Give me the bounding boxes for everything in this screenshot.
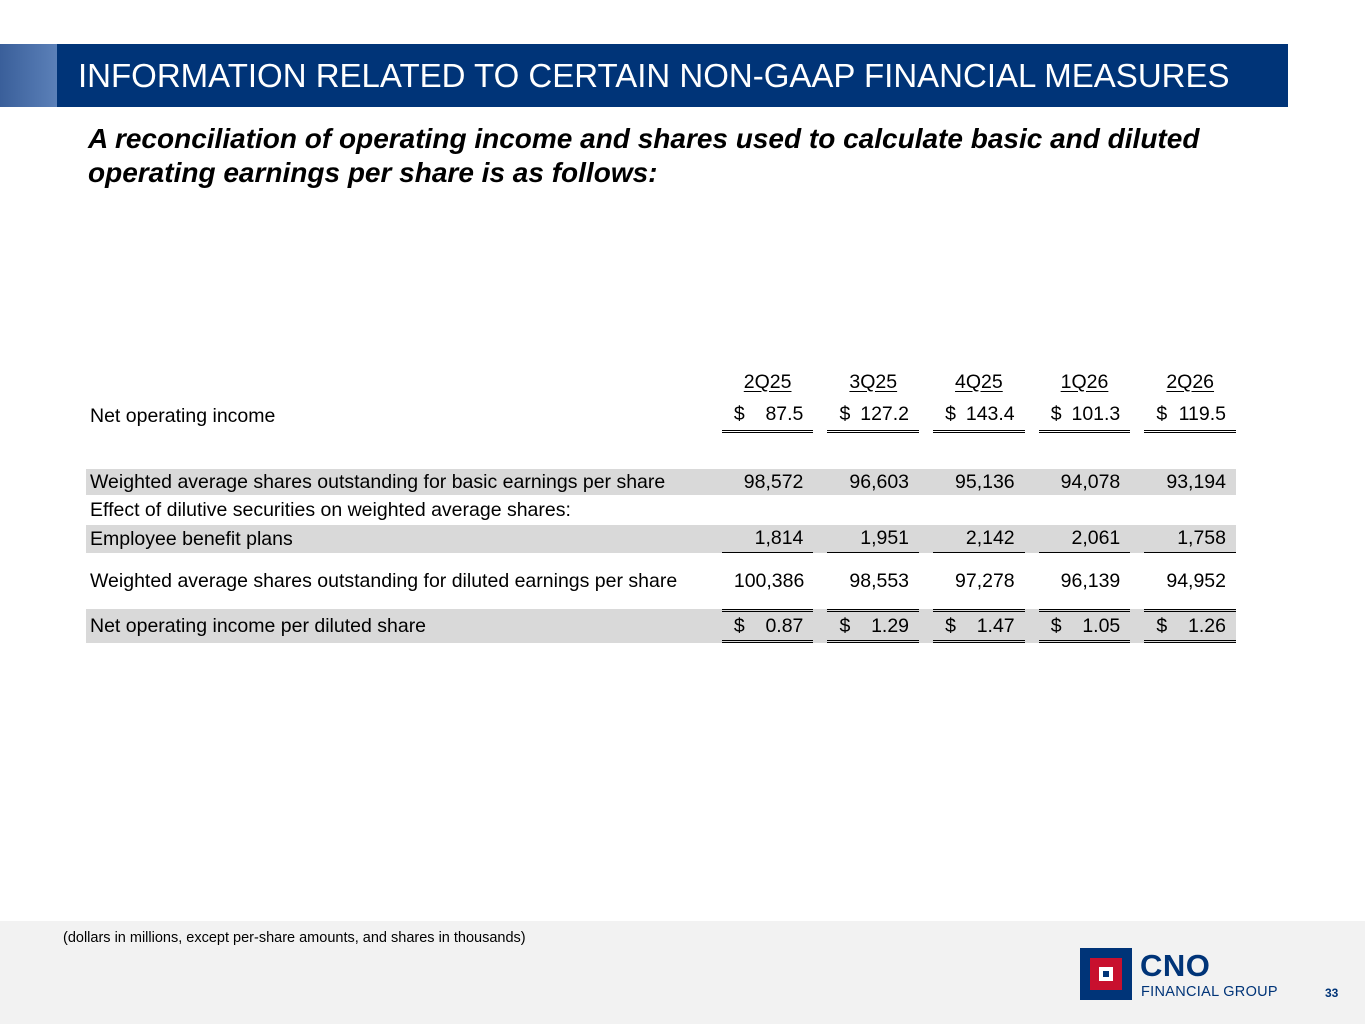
row-label: Weighted average shares outstanding for … (90, 570, 678, 592)
table-cell: 2,142 (933, 525, 1025, 553)
table-spacer-row (86, 433, 1236, 469)
row-label: Weighted average shares outstanding for … (86, 469, 722, 495)
table-cell: 1,758 (1144, 525, 1236, 553)
table-cell: $87.5 (721, 398, 814, 433)
table-cell: 1,951 (827, 525, 920, 553)
title-accent-block (0, 44, 57, 107)
column-header: 2Q26 (1166, 370, 1215, 393)
footer-band (0, 921, 1365, 1024)
table-cell: 97,278 (955, 569, 1015, 592)
column-header: 3Q25 (849, 370, 898, 393)
page-title: INFORMATION RELATED TO CERTAIN NON-GAAP … (57, 44, 1288, 107)
cno-logo-mark-icon (1080, 948, 1132, 1000)
table-cell: 100,386 (733, 569, 805, 592)
table-row-diluted-shares: Weighted average shares outstanding for … (86, 553, 1236, 609)
table-cell: 98,553 (849, 569, 910, 592)
table-cell: 96,603 (827, 469, 920, 495)
logo-wordmark: CNO (1140, 948, 1211, 983)
table-row-basic-shares: Weighted average shares outstanding for … (86, 469, 1236, 495)
table-row-eps: Net operating income per diluted share $… (86, 609, 1236, 643)
column-header: 2Q25 (743, 370, 792, 393)
table-cell: $119.5 (1144, 398, 1236, 433)
table-cell: 98,572 (721, 469, 814, 495)
table-cell: $1.29 (827, 609, 920, 643)
slide-subtitle: A reconciliation of operating income and… (88, 123, 1200, 188)
logo-subtitle: FINANCIAL GROUP (1141, 984, 1278, 1000)
table-cell: $0.87 (721, 609, 814, 643)
row-label: Net operating income (90, 404, 276, 427)
table-cell: 94,952 (1166, 569, 1226, 592)
page-number: 33 (1325, 986, 1339, 1000)
table-cell: 1,814 (721, 525, 814, 553)
table-cell: $127.2 (827, 398, 920, 433)
table-cell: $101.3 (1038, 398, 1131, 433)
table-header-row: 2Q25 3Q25 4Q25 1Q26 2Q26 (86, 366, 1236, 398)
table-cell: $1.26 (1144, 609, 1236, 643)
table-row-net-operating-income: Net operating income $87.5 $127.2 $143.4… (86, 398, 1236, 433)
table-cell: $143.4 (933, 398, 1025, 433)
table-cell: $1.05 (1038, 609, 1131, 643)
reconciliation-table: 2Q25 3Q25 4Q25 1Q26 2Q26 Net operating i… (86, 366, 1236, 643)
row-label: Net operating income per diluted share (86, 609, 722, 643)
table-cell: $1.47 (933, 609, 1025, 643)
column-header: 1Q26 (1060, 370, 1109, 393)
footnote: (dollars in millions, except per-share a… (63, 930, 526, 946)
table-cell: 93,194 (1144, 469, 1236, 495)
column-header: 4Q25 (955, 370, 1003, 393)
row-label: Effect of dilutive securities on weighte… (90, 499, 571, 521)
table-cell: 96,139 (1060, 569, 1121, 592)
table-cell: 95,136 (933, 469, 1025, 495)
table-cell: 94,078 (1038, 469, 1131, 495)
table-row-employee-benefit-plans: Employee benefit plans 1,814 1,951 2,142… (86, 525, 1236, 553)
table-row-dilutive-effect: Effect of dilutive securities on weighte… (86, 495, 1236, 525)
table-cell: 2,061 (1038, 525, 1131, 553)
row-label: Employee benefit plans (86, 525, 722, 553)
